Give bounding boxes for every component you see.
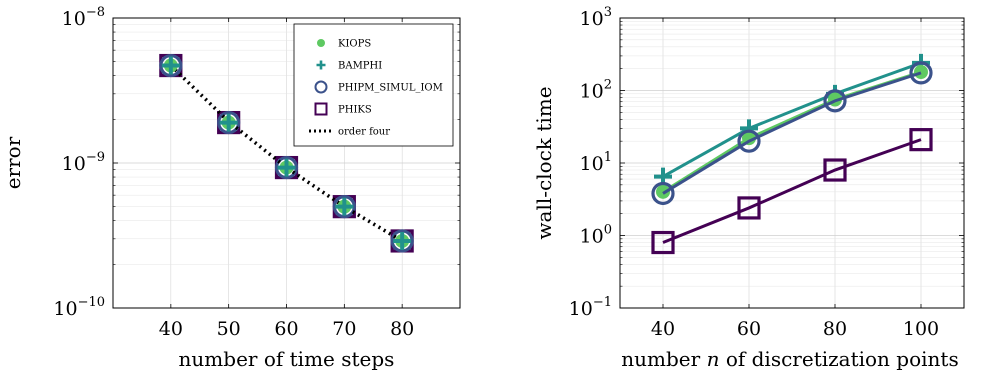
data-point [909, 61, 933, 85]
data-point [332, 195, 356, 219]
legend-label: BAMPHI [338, 61, 382, 72]
legend-label: order four [338, 127, 390, 138]
legend-swatch [317, 39, 325, 47]
x-tick-label: 60 [737, 318, 761, 340]
y-tick-label: 10−1 [569, 295, 612, 320]
legend-entry-phipm-simul-iom: PHIPM_SIMUL_IOM [314, 80, 443, 94]
data-point [823, 158, 847, 182]
data-point [159, 53, 183, 78]
legend-entry-phiks: PHIKS [314, 102, 372, 116]
x-tick-label: 60 [274, 318, 298, 340]
left-y-axis-label: error [1, 136, 25, 189]
right-x-axis-label-prefix: number [621, 347, 706, 371]
legend-swatch [314, 102, 328, 116]
right-series [651, 53, 933, 255]
right-x-axis-label-variable: n [707, 347, 720, 371]
x-tick-label: 80 [823, 318, 847, 340]
y-tick-label: 10−10 [53, 295, 105, 320]
data-point [390, 229, 414, 253]
y-tick-label: 100 [580, 223, 612, 248]
left-chart: 40 50 60 70 80 10−10 10−9 10−8 number of time s… [1, 5, 461, 371]
legend-label: KIOPS [338, 39, 371, 50]
legend-items: KIOPS BAMPHI PHIPM_SIMUL_IOM PHIKS order fou… [309, 39, 443, 138]
x-tick-label: 50 [217, 318, 241, 340]
series-line [169, 64, 404, 243]
legend-label: PHIPM_SIMUL_IOM [338, 83, 443, 94]
data-point [737, 196, 761, 220]
data-point [737, 129, 761, 153]
series-order-four [169, 64, 404, 243]
legend-entry-order-four: order four [309, 127, 390, 138]
legend-entry-kiops: KIOPS [317, 39, 371, 50]
right-x-axis-label-suffix: of discretization points [719, 347, 958, 371]
left-x-axis-label: number of time steps [179, 347, 395, 371]
right-y-axis-label: wall-clock time [532, 86, 556, 239]
right-ticks: 40 60 80 100 10−1 100 101 102 103 [569, 5, 964, 340]
y-tick-label: 10−9 [62, 150, 105, 175]
series-phipm-simul-iom [651, 61, 933, 206]
series-phiks [651, 128, 933, 255]
y-tick-label: 101 [580, 150, 612, 175]
x-tick-label: 40 [651, 318, 675, 340]
data-point [914, 64, 928, 79]
data-point [909, 128, 933, 152]
legend-swatch [314, 80, 328, 94]
y-tick-label: 103 [580, 5, 612, 30]
data-point [161, 56, 180, 75]
legend-entry-bamphi: BAMPHI [316, 60, 382, 72]
x-tick-label: 100 [903, 318, 939, 340]
data-point [274, 155, 299, 180]
legend: KIOPS BAMPHI PHIPM_SIMUL_IOM PHIKS order fou… [293, 23, 454, 147]
data-point [393, 231, 412, 250]
right-chart: 40 60 80 100 10−1 100 101 102 103 number n of di… [532, 5, 965, 371]
x-tick-label: 40 [159, 318, 183, 340]
legend-label: PHIKS [338, 105, 372, 116]
data-point [217, 110, 241, 135]
data-point [277, 158, 296, 177]
data-point [335, 197, 354, 216]
right-x-axis-label: number n of discretization points [621, 347, 958, 371]
y-tick-label: 10−8 [62, 5, 105, 30]
series-phipm-simul-iom [159, 53, 414, 253]
data-point [651, 181, 675, 206]
left-series [159, 53, 414, 253]
series-bamphi [161, 56, 412, 250]
y-tick-label: 102 [580, 78, 612, 103]
x-tick-label: 70 [332, 318, 356, 340]
series-line [662, 70, 922, 194]
x-tick-label: 80 [390, 318, 414, 340]
legend-swatch [316, 60, 326, 70]
series-line [662, 61, 922, 178]
series-line [662, 138, 922, 244]
left-ticks: 40 50 60 70 80 10−10 10−9 10−8 [53, 5, 460, 340]
data-point [651, 230, 675, 255]
series-line [662, 71, 922, 195]
data-point [823, 89, 847, 113]
data-point [219, 113, 238, 132]
